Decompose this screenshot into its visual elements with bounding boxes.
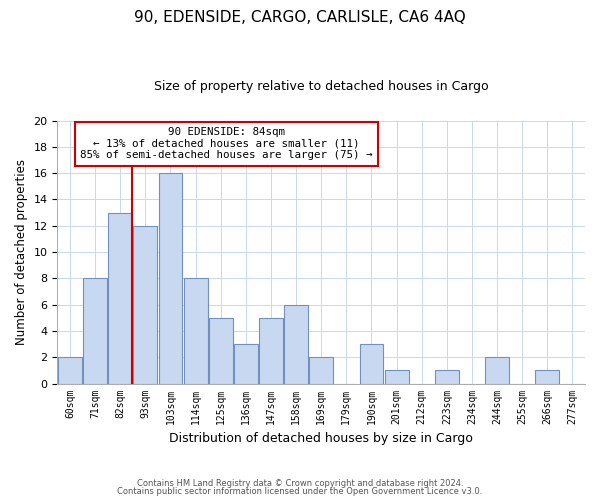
Text: Contains public sector information licensed under the Open Government Licence v3: Contains public sector information licen…	[118, 487, 482, 496]
Bar	[435, 370, 459, 384]
Bar	[259, 318, 283, 384]
Title: Size of property relative to detached houses in Cargo: Size of property relative to detached ho…	[154, 80, 488, 93]
Bar	[385, 370, 409, 384]
Bar	[58, 358, 82, 384]
Bar	[83, 278, 107, 384]
Bar	[184, 278, 208, 384]
Bar	[234, 344, 258, 384]
Bar	[485, 358, 509, 384]
Bar	[209, 318, 233, 384]
Bar	[108, 212, 132, 384]
Bar	[133, 226, 157, 384]
Text: 90, EDENSIDE, CARGO, CARLISLE, CA6 4AQ: 90, EDENSIDE, CARGO, CARLISLE, CA6 4AQ	[134, 10, 466, 25]
Bar	[158, 173, 182, 384]
Text: Contains HM Land Registry data © Crown copyright and database right 2024.: Contains HM Land Registry data © Crown c…	[137, 478, 463, 488]
Y-axis label: Number of detached properties: Number of detached properties	[15, 159, 28, 345]
Bar	[535, 370, 559, 384]
Text: 90 EDENSIDE: 84sqm
← 13% of detached houses are smaller (11)
85% of semi-detache: 90 EDENSIDE: 84sqm ← 13% of detached hou…	[80, 127, 373, 160]
Bar	[359, 344, 383, 384]
Bar	[284, 304, 308, 384]
X-axis label: Distribution of detached houses by size in Cargo: Distribution of detached houses by size …	[169, 432, 473, 445]
Bar	[309, 358, 333, 384]
